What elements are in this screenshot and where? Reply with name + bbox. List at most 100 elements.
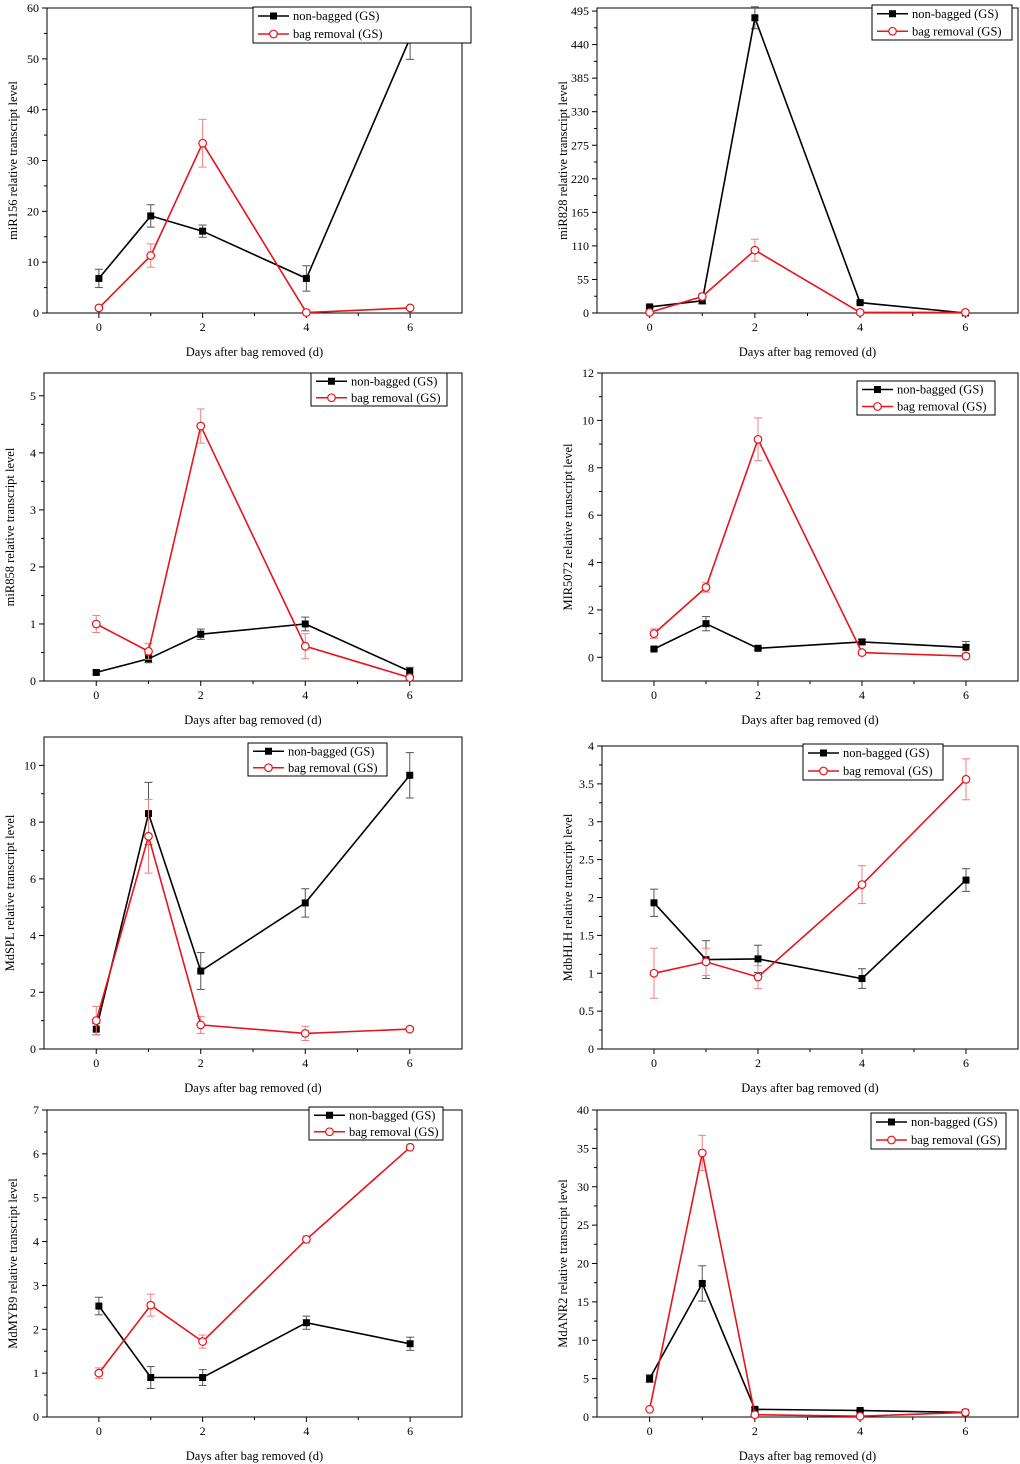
x-tick-label: 6 — [407, 688, 413, 702]
data-point — [961, 774, 971, 784]
y-tick-label: 0 — [30, 1042, 36, 1056]
plot-frame — [43, 736, 463, 1050]
data-point — [649, 629, 659, 639]
series-non-bagged — [645, 1265, 970, 1416]
y-tick-label: 5 — [33, 1191, 39, 1205]
legend-marker — [269, 29, 278, 39]
y-tick-label: 110 — [571, 239, 589, 253]
y-tick-label: 4 — [30, 446, 36, 460]
legend-label-non-bagged: non-bagged (GS) — [351, 374, 437, 388]
data-point — [960, 307, 970, 317]
data-point — [91, 619, 101, 629]
x-tick-label: 6 — [963, 688, 969, 702]
data-point — [198, 1337, 208, 1346]
data-point — [144, 831, 153, 841]
y-tick-label: 25 — [577, 1218, 589, 1232]
x-axis-label: Days after bag removed (d) — [184, 713, 321, 727]
plot-frame — [596, 1109, 1019, 1418]
y-tick-label: 6 — [588, 508, 594, 522]
x-tick-label: 0 — [651, 1056, 657, 1070]
x-tick-label: 2 — [200, 320, 206, 334]
data-point — [197, 967, 205, 975]
x-tick-label: 4 — [303, 320, 309, 334]
series-line — [653, 622, 967, 650]
data-point — [94, 1368, 104, 1378]
y-axis-label: MdANR2 relative transcript level — [556, 1179, 570, 1348]
y-tick-label: 2 — [588, 891, 594, 905]
y-tick-label: 35 — [577, 1141, 589, 1155]
y-tick-label: 2 — [30, 560, 36, 574]
series-bag-removal — [649, 758, 971, 999]
data-point — [146, 1300, 156, 1310]
legend-marker — [327, 393, 336, 403]
data-point — [95, 274, 103, 282]
y-axis-label: MdMYB9 relative transcript level — [6, 1178, 20, 1349]
series-non-bagged — [94, 16, 415, 292]
legend-label-bag-removal: bag removal (GS) — [349, 1125, 439, 1139]
x-axis-label: Days after bag removed (d) — [739, 1449, 876, 1463]
x-tick-label: 4 — [302, 1056, 308, 1070]
data-point — [91, 1016, 101, 1026]
y-tick-label: 15 — [577, 1295, 589, 1309]
data-point — [300, 641, 310, 651]
series-non-bagged — [650, 616, 970, 654]
x-tick-label: 2 — [200, 1424, 206, 1438]
x-tick-label: 6 — [962, 320, 968, 334]
legend-marker — [264, 763, 273, 773]
x-tick-label: 2 — [752, 320, 758, 334]
data-point — [301, 308, 311, 317]
data-point — [753, 434, 763, 444]
y-tick-label: 1 — [30, 617, 36, 631]
legend-marker — [887, 1135, 896, 1145]
y-tick-label: 8 — [30, 815, 36, 829]
chart-panel-3: 0 2 4 6 0 1 2 3 4 5 Days after bag removed (d) miR8… — [3, 372, 463, 727]
plot-frame — [601, 372, 1019, 682]
y-axis-label: miR858 relative transcript level — [3, 447, 17, 606]
legend-label-bag-removal: bag removal (GS) — [911, 1133, 1001, 1147]
series-line — [98, 141, 411, 314]
y-tick-label: 1 — [33, 1366, 39, 1380]
y-tick-label: 2 — [588, 603, 594, 617]
data-point — [754, 644, 762, 652]
legend-label-non-bagged: non-bagged (GS) — [349, 1108, 435, 1122]
y-tick-label: 5 — [583, 1372, 589, 1386]
y-tick-label: 20 — [27, 204, 39, 218]
y-tick-label: 330 — [571, 105, 589, 119]
legend-marker — [265, 747, 272, 755]
series-line — [648, 1281, 966, 1414]
y-tick-label: 40 — [27, 103, 39, 117]
data-point — [754, 955, 762, 963]
legend-marker — [270, 12, 277, 20]
data-point — [302, 1319, 310, 1327]
x-axis-label: Days after bag removed (d) — [184, 1081, 321, 1095]
data-point — [960, 1407, 970, 1417]
legend-marker — [873, 402, 882, 411]
data-point — [300, 1028, 310, 1038]
data-point — [855, 1411, 865, 1421]
x-tick-label: 4 — [859, 688, 865, 702]
y-tick-label: 55 — [577, 272, 589, 286]
data-point — [855, 307, 865, 317]
data-point — [961, 651, 971, 661]
legend-marker — [888, 26, 897, 36]
data-point — [144, 646, 153, 656]
y-tick-label: 385 — [571, 71, 589, 85]
data-point — [196, 421, 206, 431]
data-point — [697, 1148, 707, 1158]
x-tick-label: 6 — [963, 1056, 969, 1070]
y-tick-label: 2 — [33, 1322, 39, 1336]
data-point — [146, 251, 156, 260]
y-tick-label: 30 — [27, 154, 39, 168]
data-point — [197, 630, 205, 638]
legend-label-non-bagged: non-bagged (GS) — [288, 744, 374, 758]
y-tick-label: 4 — [588, 739, 594, 753]
legend-marker — [325, 1127, 334, 1137]
data-point — [857, 880, 867, 890]
legend-box — [252, 6, 472, 44]
data-point — [94, 303, 104, 313]
x-tick-label: 2 — [752, 1424, 758, 1438]
data-point — [856, 299, 864, 307]
series-bag-removal — [91, 408, 415, 682]
y-tick-label: 8 — [588, 461, 594, 475]
